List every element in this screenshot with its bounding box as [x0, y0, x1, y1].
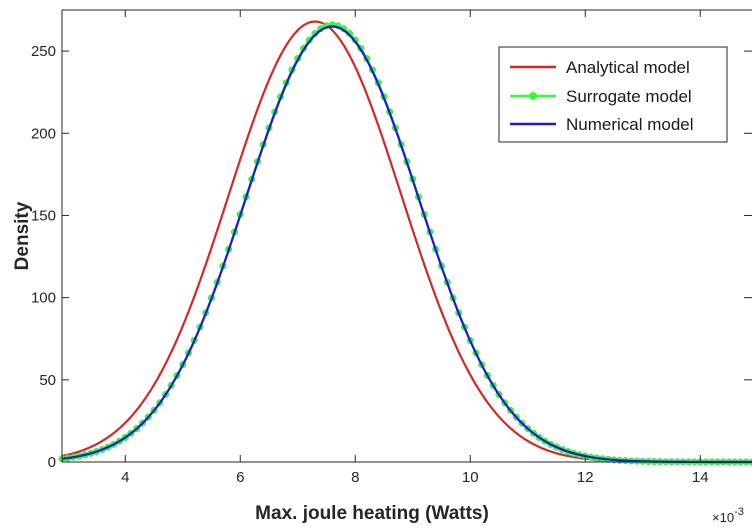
x-multiplier: ×10-3	[712, 506, 744, 525]
x-multiplier-base: ×10	[712, 510, 734, 525]
legend-entry-numerical: Numerical model	[510, 115, 694, 134]
y-tick-label: 150	[31, 207, 56, 224]
legend-entry-surrogate: Surrogate model	[510, 87, 692, 106]
series-line-numerical	[61, 25, 752, 464]
x-multiplier-exponent: -3	[734, 506, 744, 518]
y-tick-label: 200	[31, 125, 56, 142]
axes-layer	[61, 9, 752, 463]
legend-label-surrogate: Surrogate model	[566, 87, 692, 106]
x-tick-label: 4	[121, 469, 129, 486]
legend: Analytical model Surrogate model Numeric…	[498, 46, 728, 143]
x-tick-label: 8	[351, 469, 359, 486]
legend-entry-analytical: Analytical model	[510, 58, 690, 77]
y-tick-label: 250	[31, 43, 56, 60]
tick-layer: 4 6 8 10 12 14 0 50 100 150 200 250	[31, 10, 752, 486]
x-tick-label: 10	[462, 469, 479, 486]
y-tick-label: 0	[48, 454, 56, 471]
legend-marker-surrogate	[529, 92, 537, 100]
y-axis-label: Density	[12, 201, 33, 270]
x-tick-label: 6	[236, 469, 244, 486]
y-tick-label: 100	[31, 290, 56, 307]
x-tick-label: 12	[577, 469, 594, 486]
x-axis-label: Max. joule heating (Watts)	[255, 503, 489, 524]
y-tick-label: 50	[39, 372, 56, 389]
series-layer	[58, 20, 752, 466]
legend-label-analytical: Analytical model	[566, 58, 690, 77]
legend-box	[498, 46, 728, 143]
legend-label-numerical: Numerical model	[566, 115, 694, 134]
x-tick-label: 14	[692, 469, 709, 486]
